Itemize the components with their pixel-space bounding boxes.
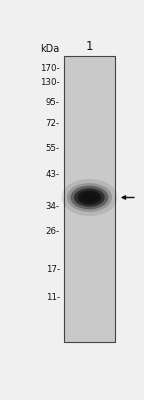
Ellipse shape xyxy=(67,183,112,212)
Text: 11-: 11- xyxy=(46,293,60,302)
Ellipse shape xyxy=(74,188,105,207)
Text: 34-: 34- xyxy=(46,202,60,210)
Text: 17-: 17- xyxy=(46,264,60,274)
Text: 43-: 43- xyxy=(46,170,60,179)
Ellipse shape xyxy=(81,192,97,203)
Text: 95-: 95- xyxy=(46,98,60,108)
Bar xyxy=(64,56,114,342)
Ellipse shape xyxy=(70,186,108,209)
Ellipse shape xyxy=(61,179,118,216)
Text: kDa: kDa xyxy=(41,44,60,54)
Text: 72-: 72- xyxy=(46,118,60,128)
Text: 1: 1 xyxy=(86,40,93,53)
Text: 55-: 55- xyxy=(46,144,60,153)
Text: 130-: 130- xyxy=(40,78,60,88)
Ellipse shape xyxy=(78,190,101,205)
Text: 170-: 170- xyxy=(40,64,60,73)
Text: 26-: 26- xyxy=(46,227,60,236)
